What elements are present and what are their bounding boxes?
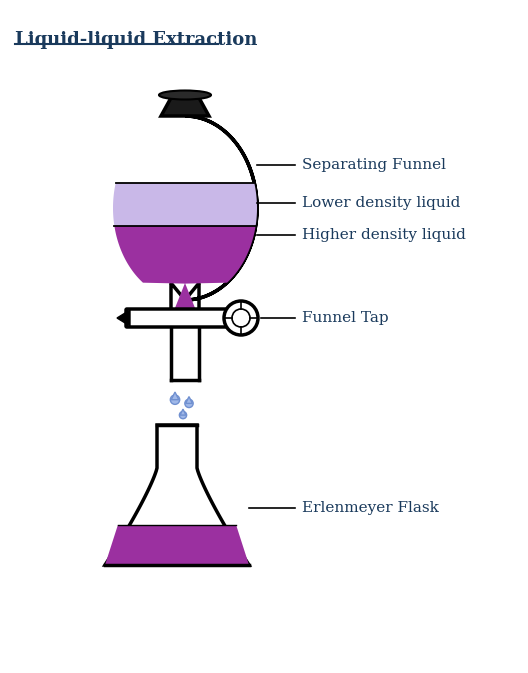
Polygon shape: [171, 116, 257, 318]
Text: Lower density liquid: Lower density liquid: [302, 196, 460, 210]
Ellipse shape: [159, 90, 211, 100]
Polygon shape: [186, 396, 192, 403]
Circle shape: [180, 411, 186, 419]
Circle shape: [171, 395, 180, 404]
Text: Erlenmeyer Flask: Erlenmeyer Flask: [302, 501, 439, 515]
Text: Higher density liquid: Higher density liquid: [302, 228, 466, 242]
Polygon shape: [161, 96, 209, 116]
Polygon shape: [105, 525, 249, 565]
Polygon shape: [105, 425, 249, 565]
Polygon shape: [117, 310, 130, 326]
Polygon shape: [113, 183, 257, 226]
Circle shape: [232, 309, 250, 327]
Polygon shape: [115, 226, 256, 318]
FancyBboxPatch shape: [126, 309, 228, 327]
Circle shape: [224, 301, 258, 335]
Circle shape: [185, 399, 193, 408]
Polygon shape: [180, 409, 186, 415]
Text: Separating Funnel: Separating Funnel: [302, 158, 446, 172]
Text: Funnel Tap: Funnel Tap: [302, 311, 389, 325]
Text: Liquid-liquid Extraction: Liquid-liquid Extraction: [15, 31, 257, 49]
Polygon shape: [171, 392, 179, 400]
